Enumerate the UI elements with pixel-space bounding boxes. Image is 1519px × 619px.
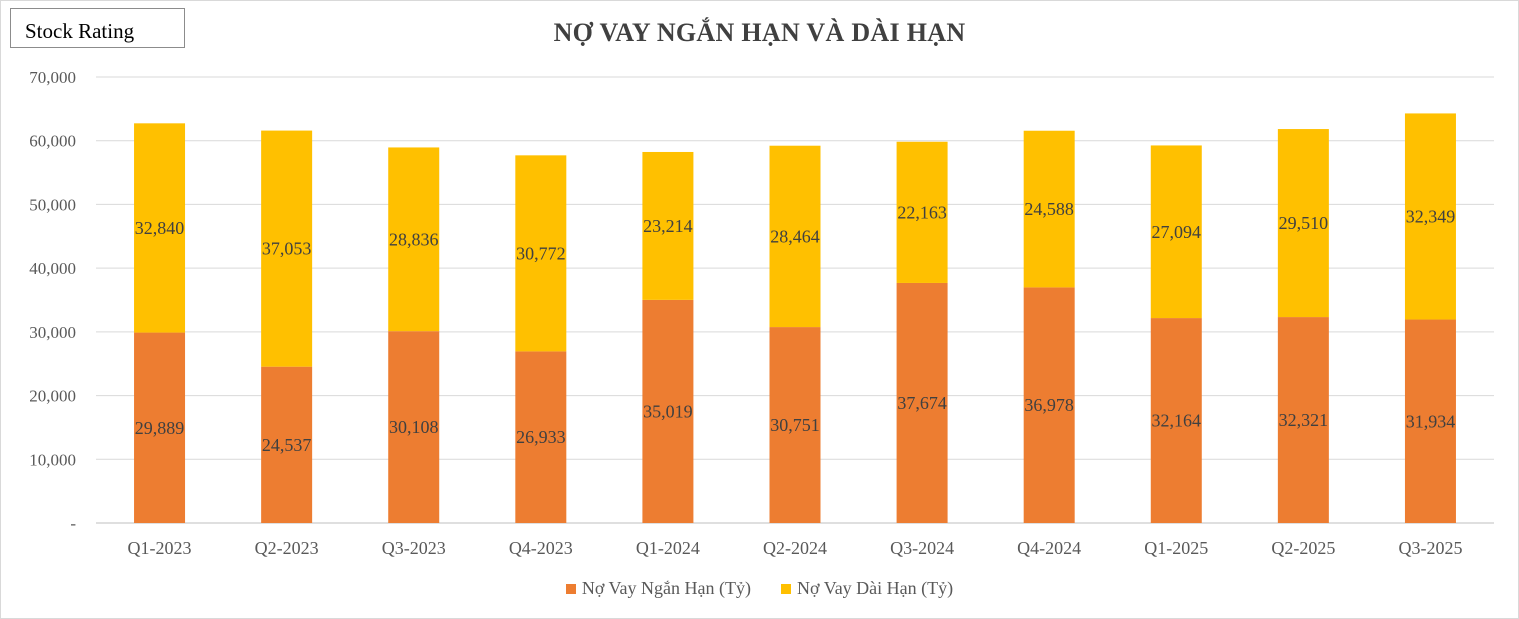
data-label-short-term: 24,537 bbox=[262, 435, 312, 455]
x-tick-label: Q3-2023 bbox=[382, 538, 446, 558]
bar-long-term bbox=[896, 141, 948, 283]
bar-short-term bbox=[1150, 318, 1202, 523]
legend-label-long-term: Nợ Vay Dài Hạn (Tỷ) bbox=[797, 578, 954, 598]
data-label-short-term: 36,978 bbox=[1024, 395, 1074, 415]
x-tick-label: Q1-2025 bbox=[1144, 538, 1208, 558]
data-label-long-term: 27,094 bbox=[1152, 222, 1202, 242]
data-label-long-term: 37,053 bbox=[262, 239, 312, 259]
bar-long-term bbox=[1404, 113, 1456, 320]
bar-long-term bbox=[1150, 145, 1202, 319]
bar-short-term bbox=[134, 332, 186, 523]
data-label-long-term: 28,836 bbox=[389, 229, 439, 249]
bar-long-term bbox=[642, 151, 694, 300]
bar-long-term bbox=[261, 130, 313, 367]
data-label-short-term: 35,019 bbox=[643, 401, 693, 421]
data-label-long-term: 24,588 bbox=[1024, 199, 1074, 219]
legend-label-short-term: Nợ Vay Ngắn Hạn (Tỷ) bbox=[581, 578, 751, 598]
bar-long-term bbox=[134, 123, 186, 333]
x-tick-label: Q2-2025 bbox=[1271, 538, 1335, 558]
legend-swatch-short-term bbox=[565, 583, 576, 594]
data-label-long-term: 22,163 bbox=[897, 202, 947, 222]
bar-long-term bbox=[1023, 130, 1075, 288]
x-tick-label: Q3-2025 bbox=[1398, 538, 1462, 558]
data-label-long-term: 28,464 bbox=[770, 226, 820, 246]
x-tick-label: Q4-2023 bbox=[509, 538, 573, 558]
bar-short-term bbox=[515, 351, 567, 523]
bar-short-term bbox=[769, 327, 821, 523]
chart-legend: Nợ Vay Ngắn Hạn (Tỷ) Nợ Vay Dài Hạn (Tỷ) bbox=[0, 578, 1519, 599]
bar-short-term bbox=[896, 282, 948, 523]
data-label-short-term: 30,108 bbox=[389, 417, 439, 437]
bar-long-term bbox=[388, 147, 440, 332]
x-tick-label: Q2-2024 bbox=[763, 538, 827, 558]
x-tick-label: Q2-2023 bbox=[255, 538, 319, 558]
data-label-short-term: 30,751 bbox=[770, 415, 820, 435]
data-label-short-term: 32,164 bbox=[1152, 411, 1202, 431]
data-label-short-term: 26,933 bbox=[516, 427, 566, 447]
bar-long-term bbox=[769, 145, 821, 328]
bar-short-term bbox=[1023, 287, 1075, 523]
x-tick-label: Q1-2023 bbox=[128, 538, 192, 558]
y-tick-label: 30,000 bbox=[29, 323, 76, 342]
y-tick-label: - bbox=[70, 514, 76, 533]
x-tick-label: Q3-2024 bbox=[890, 538, 954, 558]
stock-rating-badge: Stock Rating bbox=[10, 8, 185, 48]
data-label-long-term: 30,772 bbox=[516, 243, 566, 263]
x-tick-label: Q1-2024 bbox=[636, 538, 700, 558]
y-tick-label: 70,000 bbox=[29, 68, 76, 87]
data-label-short-term: 31,934 bbox=[1406, 411, 1456, 431]
bar-short-term bbox=[388, 331, 440, 523]
y-tick-label: 20,000 bbox=[29, 387, 76, 406]
data-label-long-term: 32,349 bbox=[1406, 206, 1456, 226]
y-tick-label: 40,000 bbox=[29, 259, 76, 278]
bar-long-term bbox=[515, 155, 567, 352]
data-label-short-term: 37,674 bbox=[897, 393, 947, 413]
data-label-short-term: 29,889 bbox=[135, 418, 185, 438]
bar-short-term bbox=[1277, 317, 1329, 523]
x-tick-label: Q4-2024 bbox=[1017, 538, 1081, 558]
y-tick-label: 10,000 bbox=[29, 450, 76, 469]
bar-short-term bbox=[1404, 319, 1456, 523]
data-label-short-term: 32,321 bbox=[1279, 410, 1329, 430]
bar-short-term bbox=[261, 366, 313, 523]
data-label-long-term: 29,510 bbox=[1279, 213, 1329, 233]
y-tick-label: 50,000 bbox=[29, 195, 76, 214]
data-label-long-term: 32,840 bbox=[135, 218, 185, 238]
legend-swatch-long-term bbox=[781, 583, 791, 594]
legend-item-long-term: Nợ Vay Dài Hạn (Tỷ) bbox=[781, 578, 953, 599]
y-tick-label: 60,000 bbox=[29, 132, 76, 151]
chart-title: NỢ VAY NGẮN HẠN VÀ DÀI HẠN bbox=[553, 18, 966, 47]
legend-item-short-term: Nợ Vay Ngắn Hạn (Tỷ) bbox=[565, 578, 751, 599]
bar-long-term bbox=[1277, 129, 1329, 318]
bar-short-term bbox=[642, 299, 694, 523]
data-label-long-term: 23,214 bbox=[643, 216, 693, 236]
